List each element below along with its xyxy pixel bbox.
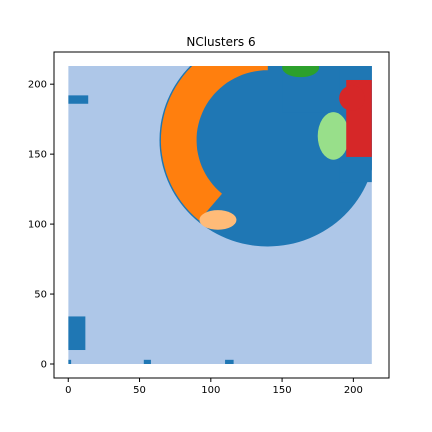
cluster-1-region-12 bbox=[225, 359, 234, 365]
y-tick-label: 50 bbox=[34, 290, 47, 301]
cluster-6-region-8 bbox=[339, 85, 365, 111]
heatmap-image bbox=[68, 65, 372, 365]
x-tick-label: 0 bbox=[65, 385, 71, 396]
cluster-1-region-11 bbox=[143, 359, 151, 365]
x-tick-label: 150 bbox=[273, 385, 292, 396]
cluster-1-region-10 bbox=[68, 95, 89, 104]
cluster-3-region-4 bbox=[199, 210, 237, 230]
y-tick-label: 200 bbox=[28, 80, 47, 91]
cluster-1-region-13 bbox=[68, 359, 72, 365]
plot-area bbox=[68, 65, 372, 365]
axes-frame bbox=[53, 51, 390, 379]
x-tick-label: 50 bbox=[133, 385, 146, 396]
cluster-4-region-5 bbox=[282, 65, 320, 78]
chart-title: NClusters 6 bbox=[186, 35, 255, 49]
cluster-5-region-6 bbox=[317, 112, 350, 160]
x-axis: 0 50 100 150 200 bbox=[65, 378, 363, 396]
y-tick-label: 150 bbox=[28, 150, 47, 161]
y-tick-label: 0 bbox=[41, 360, 47, 371]
y-tick-label: 100 bbox=[28, 220, 47, 231]
x-tick-label: 200 bbox=[344, 385, 363, 396]
cluster-2-region-3 bbox=[160, 65, 268, 221]
cluster-1-region-9 bbox=[68, 316, 86, 351]
y-axis: 0 50 100 150 200 bbox=[28, 80, 54, 371]
x-tick-label: 100 bbox=[201, 385, 220, 396]
